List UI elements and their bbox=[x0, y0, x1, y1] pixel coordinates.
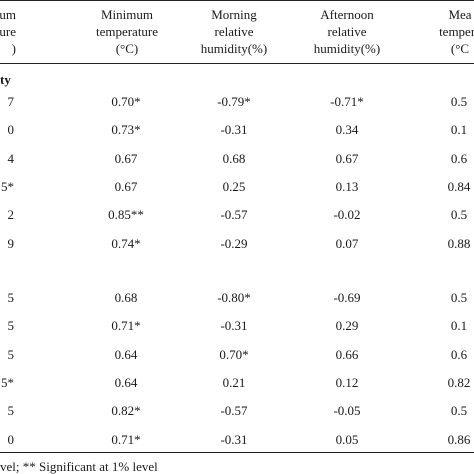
cell-col1: 0.68 bbox=[114, 290, 138, 305]
cell-col1: 0.64 bbox=[114, 346, 138, 362]
cell-col3: -0.05 bbox=[333, 403, 361, 419]
cell-col0: 5 bbox=[7, 403, 15, 419]
header-rule bbox=[0, 63, 474, 64]
cell-col2: -0.29 bbox=[220, 235, 248, 251]
header-col3: Afternoon relative humidity(%) bbox=[313, 7, 381, 56]
header-col1: Minimum temperature (°C) bbox=[95, 7, 159, 56]
cell-col3: 0.13 bbox=[335, 178, 359, 194]
cell-col2: -0.31 bbox=[220, 122, 248, 138]
cell-col3: 0.12 bbox=[335, 374, 359, 390]
cell-col0: 0 bbox=[7, 122, 15, 138]
cell-col4: 0.84 bbox=[447, 178, 471, 194]
cell-col2: -0.80* bbox=[217, 290, 251, 305]
cell-col1: 0.73* bbox=[111, 122, 141, 138]
cell-col2: -0.31 bbox=[220, 318, 248, 334]
header-col2: Morning relative humidity(%) bbox=[200, 7, 268, 56]
cell-col4: 0.5 bbox=[450, 207, 468, 223]
cell-col1: 0.71* bbox=[111, 431, 141, 447]
top-rule bbox=[0, 0, 474, 1]
cell-col0: 7 bbox=[7, 94, 15, 109]
cell-col4: 0.5 bbox=[450, 290, 468, 305]
cell-col4: 0.88 bbox=[447, 235, 471, 251]
cell-col2: -0.79* bbox=[217, 94, 251, 109]
cell-col3: -0.02 bbox=[333, 207, 361, 223]
cell-col4: 0.1 bbox=[450, 318, 468, 334]
cell-col1: 0.67 bbox=[114, 150, 138, 166]
cell-col0: 9 bbox=[7, 235, 15, 251]
cell-col3: 0.34 bbox=[335, 122, 359, 138]
cell-col3: 0.29 bbox=[335, 318, 359, 334]
cell-col1: 0.71* bbox=[111, 318, 141, 334]
cell-col2: 0.70* bbox=[219, 346, 249, 362]
cell-col4: 0.1 bbox=[450, 122, 468, 138]
cell-col0: 5 bbox=[7, 346, 15, 362]
cell-col2: 0.68 bbox=[222, 150, 246, 166]
header-col0: numature) bbox=[0, 7, 16, 56]
cell-col0: 5* bbox=[1, 374, 14, 390]
cell-col1: 0.67 bbox=[114, 178, 138, 194]
cell-col3: -0.69 bbox=[333, 290, 361, 305]
cell-col4: 0.86 bbox=[447, 431, 471, 447]
cell-col4: 0.82 bbox=[447, 374, 471, 390]
cell-col2: -0.31 bbox=[220, 431, 248, 447]
cell-col0: 5 bbox=[7, 318, 15, 334]
cell-col4: 0.6 bbox=[450, 150, 468, 166]
cell-col2: -0.57 bbox=[220, 207, 248, 223]
cell-col0: 0 bbox=[7, 431, 15, 447]
cell-col2: 0.25 bbox=[222, 178, 246, 194]
cell-col4: 0.6 bbox=[450, 346, 468, 362]
cell-col2: -0.57 bbox=[220, 403, 248, 419]
cell-col1: 0.64 bbox=[114, 374, 138, 390]
cell-col3: 0.07 bbox=[335, 235, 359, 251]
bottom-rule bbox=[0, 452, 474, 453]
cell-col1: 0.74* bbox=[111, 235, 141, 251]
header-col4: Meatempera(°C bbox=[439, 7, 474, 56]
cell-col0: 5* bbox=[1, 178, 14, 194]
cell-col4: 0.5 bbox=[450, 94, 468, 109]
footnote: vel; ** Significant at 1% level bbox=[0, 459, 158, 474]
cell-col0: 5 bbox=[7, 290, 15, 305]
cell-col0: 4 bbox=[7, 150, 15, 166]
cell-col3: 0.67 bbox=[335, 150, 359, 166]
cell-col1: 0.85** bbox=[108, 207, 144, 223]
cell-col0: 2 bbox=[7, 207, 15, 223]
cell-col4: 0.5 bbox=[450, 403, 468, 419]
cell-col2: 0.21 bbox=[222, 374, 246, 390]
cell-col3: -0.71* bbox=[330, 94, 364, 109]
cell-col1: 0.82* bbox=[111, 403, 141, 419]
cell-col3: 0.05 bbox=[335, 431, 359, 447]
section-1-label: ty bbox=[0, 72, 11, 87]
cell-col1: 0.70* bbox=[111, 94, 141, 109]
cell-col3: 0.66 bbox=[335, 346, 359, 362]
